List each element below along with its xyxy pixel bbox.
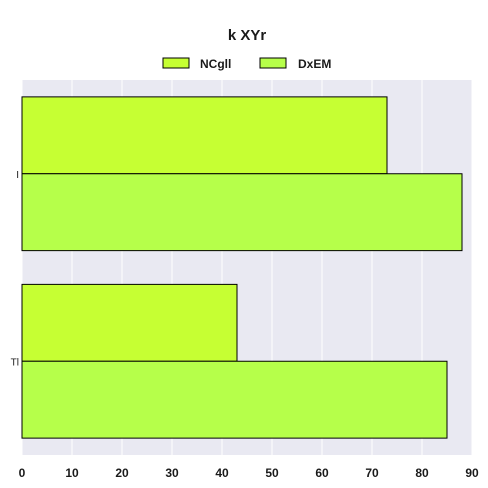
bar-ncgll-0	[21, 96, 388, 175]
x-axis-ticks: 0 10 20 30 40 50 60 70 80 90	[19, 466, 479, 480]
x-tick-label: 60	[315, 466, 329, 480]
legend: NCgll DxEM	[162, 57, 331, 71]
x-tick-label: 10	[65, 466, 79, 480]
y-category-label: I	[16, 170, 19, 181]
legend-swatch-dxem	[259, 57, 287, 69]
bar-ncgll-1	[21, 283, 238, 362]
x-tick-label: 40	[215, 466, 229, 480]
legend-label-ncgll: NCgll	[200, 57, 231, 71]
x-tick-label: 20	[115, 466, 129, 480]
x-tick-label: 80	[415, 466, 429, 480]
bar-dxem-1	[21, 360, 448, 439]
x-tick-label: 30	[165, 466, 179, 480]
bar-dxem-0	[21, 173, 463, 252]
x-tick-label: 70	[365, 466, 379, 480]
chart-title: k XYr	[228, 27, 267, 44]
x-tick-label: 0	[19, 466, 26, 480]
legend-label-dxem: DxEM	[298, 57, 331, 71]
bars	[21, 96, 463, 439]
x-tick-label: 90	[465, 466, 479, 480]
y-category-label: Tl	[11, 357, 19, 368]
x-tick-label: 50	[265, 466, 279, 480]
legend-swatch-ncgll	[162, 57, 190, 69]
y-axis-categories: I Tl	[11, 170, 19, 369]
